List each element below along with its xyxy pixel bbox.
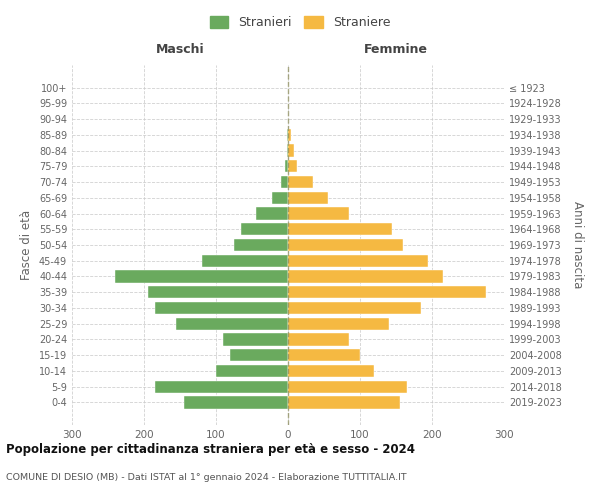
Bar xyxy=(148,286,288,298)
Bar xyxy=(287,144,288,156)
Text: Femmine: Femmine xyxy=(364,43,428,56)
Bar xyxy=(288,160,296,172)
Bar xyxy=(288,223,392,235)
Bar xyxy=(216,365,288,377)
Bar xyxy=(155,302,288,314)
Bar xyxy=(223,334,288,345)
Bar xyxy=(234,239,288,251)
Bar xyxy=(288,254,428,267)
Bar xyxy=(288,286,486,298)
Bar xyxy=(288,380,407,393)
Bar xyxy=(285,160,288,172)
Bar xyxy=(288,302,421,314)
Bar xyxy=(288,239,403,251)
Bar xyxy=(287,128,288,141)
Bar xyxy=(288,270,443,282)
Bar xyxy=(256,208,288,220)
Bar xyxy=(155,380,288,393)
Bar xyxy=(241,223,288,235)
Bar xyxy=(288,365,374,377)
Bar xyxy=(288,396,400,408)
Legend: Stranieri, Straniere: Stranieri, Straniere xyxy=(205,11,395,34)
Bar xyxy=(288,144,294,156)
Bar xyxy=(176,318,288,330)
Bar xyxy=(288,334,349,345)
Bar xyxy=(272,192,288,204)
Bar xyxy=(288,208,349,220)
Text: Maschi: Maschi xyxy=(155,43,205,56)
Bar xyxy=(230,349,288,362)
Text: COMUNE DI DESIO (MB) - Dati ISTAT al 1° gennaio 2024 - Elaborazione TUTTITALIA.I: COMUNE DI DESIO (MB) - Dati ISTAT al 1° … xyxy=(6,472,407,482)
Bar xyxy=(115,270,288,282)
Bar xyxy=(184,396,288,408)
Bar xyxy=(288,176,313,188)
Bar xyxy=(288,128,291,141)
Bar xyxy=(288,192,328,204)
Bar xyxy=(281,176,288,188)
Y-axis label: Fasce di età: Fasce di età xyxy=(20,210,33,280)
Bar xyxy=(202,254,288,267)
Bar xyxy=(288,318,389,330)
Text: Popolazione per cittadinanza straniera per età e sesso - 2024: Popolazione per cittadinanza straniera p… xyxy=(6,442,415,456)
Bar xyxy=(288,349,360,362)
Y-axis label: Anni di nascita: Anni di nascita xyxy=(571,202,584,288)
